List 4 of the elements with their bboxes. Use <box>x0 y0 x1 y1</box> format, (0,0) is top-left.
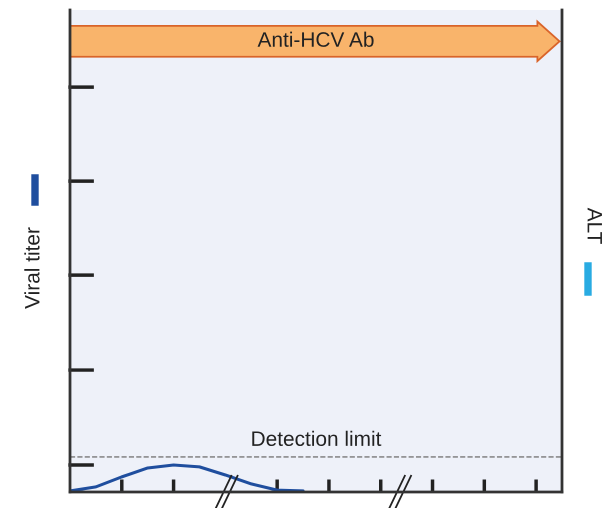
text: ALT <box>588 208 602 244</box>
text: Anti-HCV Ab <box>258 32 374 47</box>
text: Viral titer <box>24 227 40 309</box>
ref-line-label: Detection limit <box>252 430 382 446</box>
